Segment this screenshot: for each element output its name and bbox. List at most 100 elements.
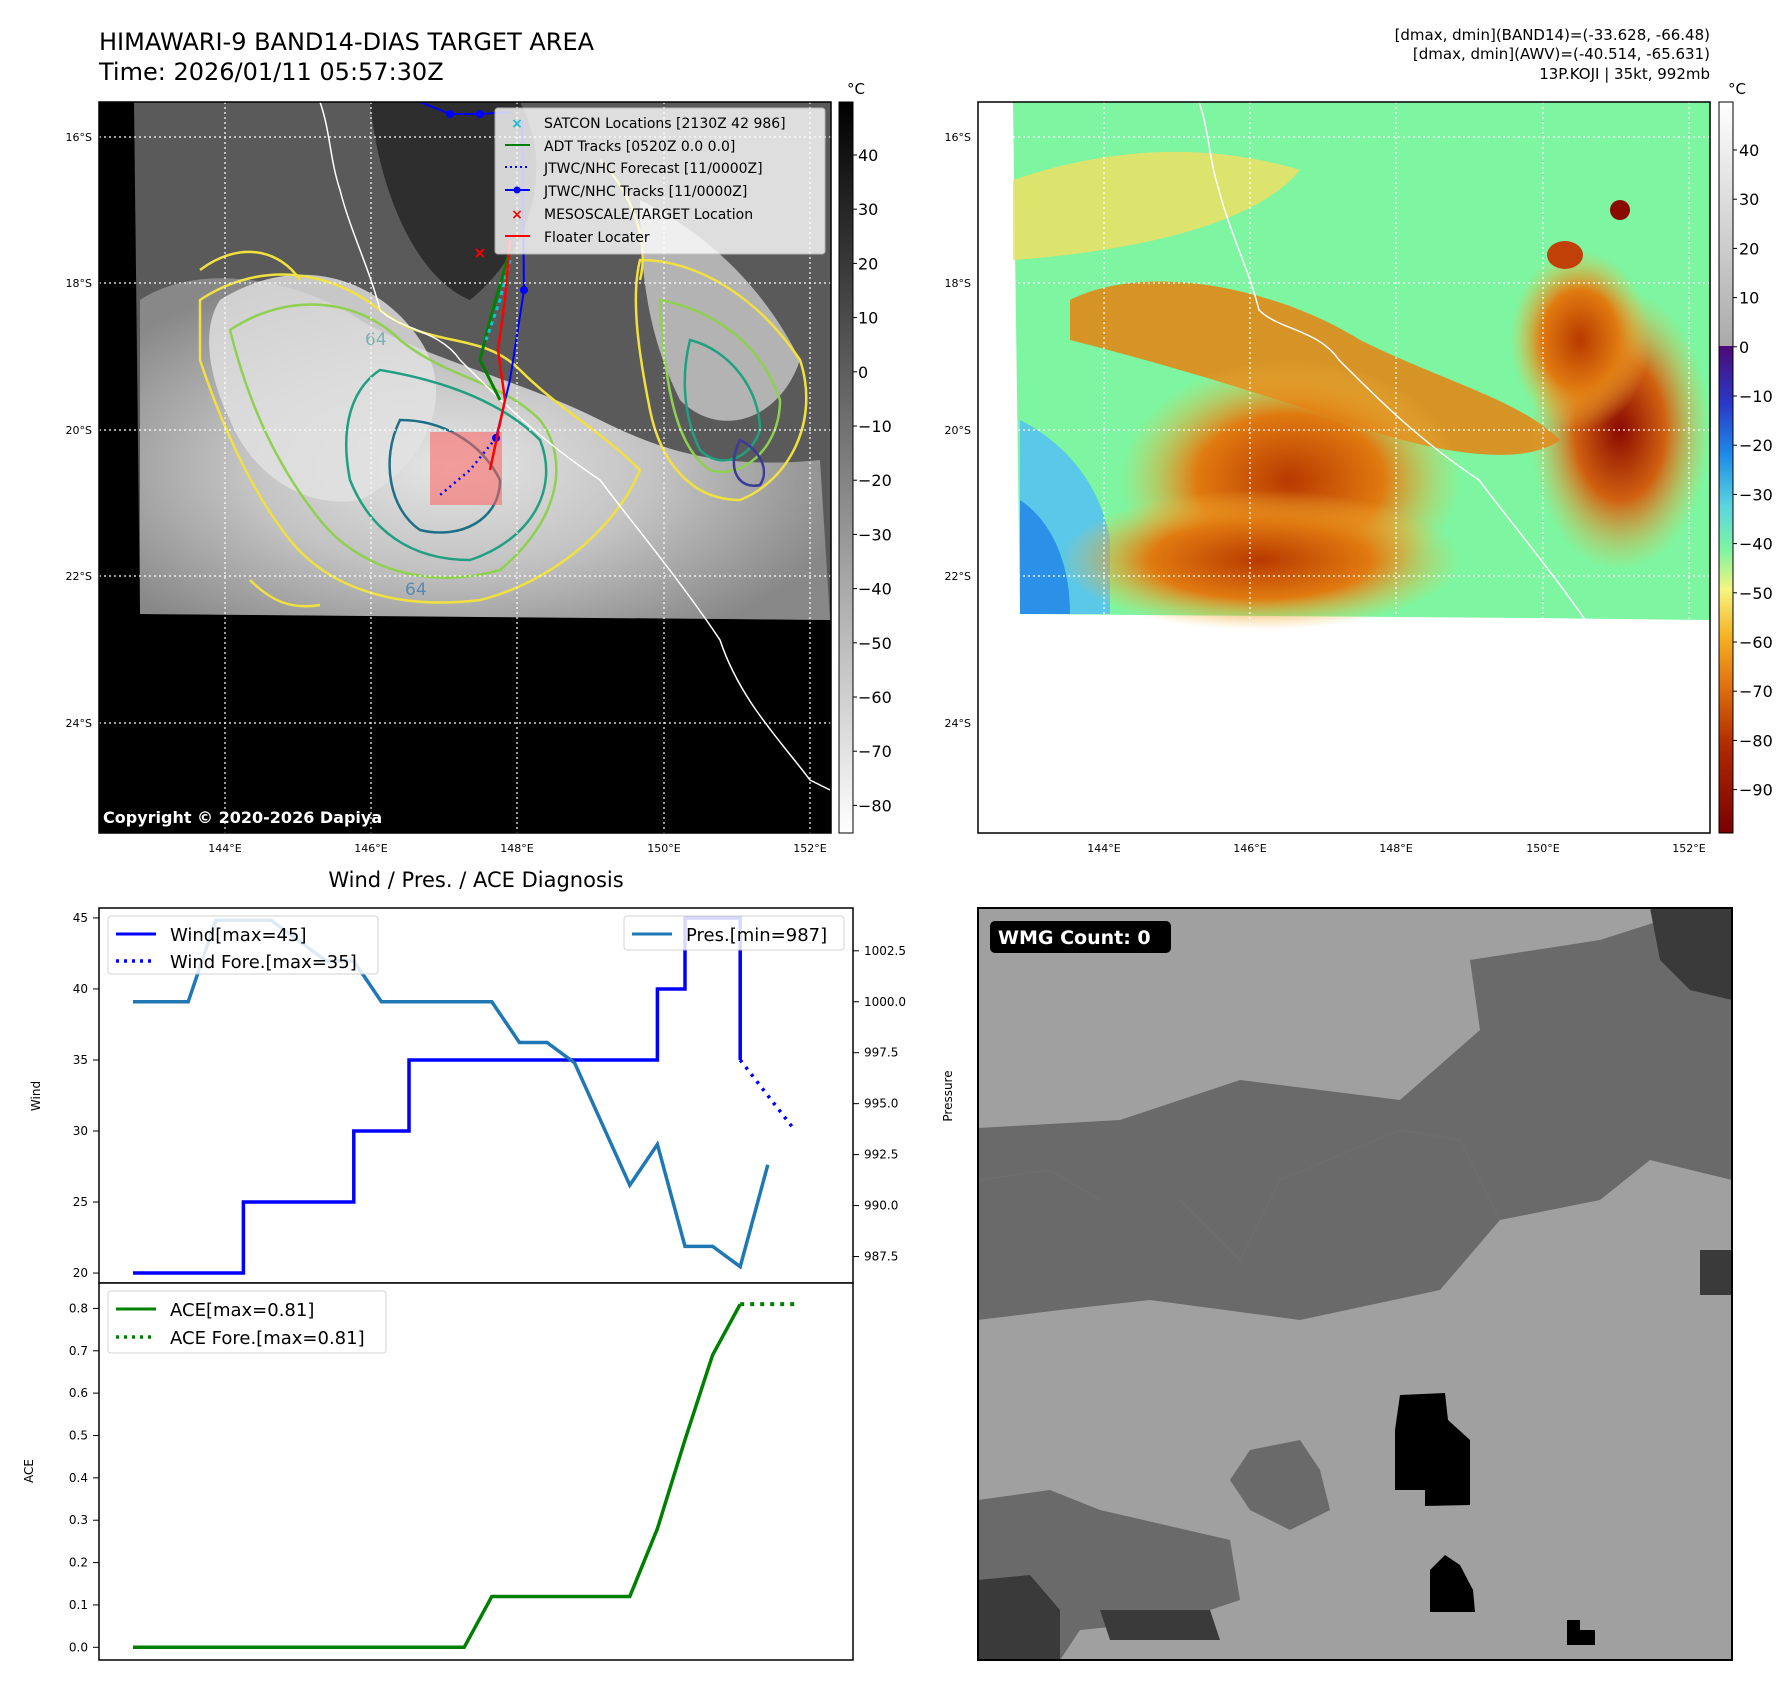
legend-satcon: SATCON Locations [2130Z 42 986] — [544, 116, 786, 132]
colorbar-tick-label: −20 — [1739, 436, 1773, 455]
lon-label: 152°E — [1672, 842, 1705, 855]
colorbar-tick-label: −10 — [1739, 387, 1773, 406]
colorbar-tick-label: −40 — [858, 580, 892, 599]
ace-tick-label: 0.6 — [69, 1386, 88, 1400]
ace-axis-label: ACE — [22, 1459, 36, 1483]
colorbar-tick-label: 30 — [858, 200, 878, 219]
pressure-tick-label: 987.5 — [864, 1250, 898, 1264]
wind-tick-label: 45 — [73, 911, 88, 925]
wind-line — [133, 916, 742, 1275]
pressure-tick-label: 997.5 — [864, 1046, 898, 1060]
contour-label: 64 — [365, 330, 387, 350]
map-legend: × SATCON Locations [2130Z 42 986] ADT Tr… — [494, 107, 826, 255]
legend-ace-forecast: ACE Fore.[max=0.81] — [170, 1328, 365, 1349]
colorbar-tick-label: 20 — [1739, 239, 1759, 258]
wind-pressure-chart: 20 25 30 35 40 45 987.5 990.0 992.5 995.0 997.5 10… — [29, 907, 955, 1284]
colorbar-tick-label: −40 — [1739, 535, 1773, 554]
legend-ace: ACE[max=0.81] — [170, 1300, 314, 1321]
lon-label: 150°E — [1526, 842, 1559, 855]
colorbar-unit: °C — [847, 80, 865, 98]
wind-tick-label: 20 — [73, 1266, 88, 1280]
lat-label: 22°S — [66, 570, 92, 583]
lon-label: 150°E — [647, 842, 680, 855]
pressure-legend: Pres.[min=987] — [623, 915, 845, 951]
ace-tick-label: 0.7 — [69, 1344, 88, 1358]
wind-tick-label: 30 — [73, 1124, 88, 1138]
target-location-marker: × — [473, 243, 486, 262]
ace-tick-label: 0.5 — [69, 1428, 88, 1442]
colorbar-tick-label: −30 — [858, 525, 892, 544]
ace-tick-label: 0.1 — [69, 1598, 88, 1612]
ace-tick-label: 0.0 — [69, 1640, 88, 1654]
lat-label: 18°S — [66, 277, 92, 290]
colorbar-tick-label: −90 — [1739, 781, 1773, 800]
info-storm: 13P.KOJI | 35kt, 992mb — [1539, 65, 1710, 83]
lat-label: 24°S — [945, 717, 971, 730]
lon-label: 144°E — [208, 842, 241, 855]
colorbar-tick-label: −70 — [1739, 682, 1773, 701]
colorbar-tick-label: −70 — [858, 742, 892, 761]
ir-gray-map: × 64 64 × SATCON Locations [2130Z 42 986… — [98, 101, 832, 834]
ace-tick-label: 0.3 — [69, 1513, 88, 1527]
colorbar-tick-label: 10 — [1739, 289, 1759, 308]
legend-adt: ADT Tracks [0520Z 0.0 0.0] — [544, 139, 735, 155]
ir-color-map — [977, 101, 1711, 834]
legend-wind-forecast: Wind Fore.[max=35] — [170, 952, 357, 973]
pressure-tick-label: 1000.0 — [864, 995, 906, 1009]
colorbar-tick-label: −80 — [858, 796, 892, 815]
ace-chart: 0.0 0.1 0.2 0.3 0.4 0.5 0.6 0.7 0.8 ACE ACE[max=… — [22, 1282, 854, 1661]
lon-label: 144°E — [1087, 842, 1120, 855]
legend-wind: Wind[max=45] — [170, 925, 307, 946]
colorbar-tick-label: −50 — [1739, 584, 1773, 603]
legend-target: MESOSCALE/TARGET Location — [544, 207, 753, 223]
info-band14: [dmax, dmin](BAND14)=(-33.628, -66.48) — [1395, 26, 1710, 44]
pressure-tick-label: 992.5 — [864, 1148, 898, 1162]
colorbar-tick-label: −20 — [858, 471, 892, 490]
wind-axis-label: Wind — [29, 1081, 43, 1111]
lat-label: 16°S — [945, 131, 971, 144]
colorbar-unit: °C — [1728, 80, 1746, 98]
legend-jtwc-forecast: JTWC/NHC Forecast [11/0000Z] — [543, 161, 763, 177]
lat-label: 16°S — [66, 131, 92, 144]
ace-line — [133, 1303, 742, 1650]
diagnosis-title: Wind / Pres. / ACE Diagnosis — [328, 868, 623, 892]
colorbar-tick-label: −60 — [858, 688, 892, 707]
lat-label: 24°S — [66, 717, 92, 730]
colorbar-tick-label: 10 — [858, 309, 878, 328]
wind-tick-label: 25 — [73, 1195, 88, 1209]
colorbar-tick-label: 20 — [858, 254, 878, 273]
lat-label: 18°S — [945, 277, 971, 290]
colorbar-tick-label: 40 — [1739, 141, 1759, 160]
pressure-tick-label: 995.0 — [864, 1097, 898, 1111]
colorbar-tick-label: −10 — [858, 417, 892, 436]
wind-forecast-line — [738, 1058, 797, 1133]
gray-colorbar: °C 40 30 20 10 0 −10 −20 −30 −40 −50 −60 −70 −80 — [838, 80, 892, 834]
pressure-axis-label: Pressure — [941, 1070, 955, 1121]
wind-tick-label: 35 — [73, 1053, 88, 1067]
colorbar-tick-label: 40 — [858, 146, 878, 165]
colorbar-tick-label: −60 — [1739, 633, 1773, 652]
pressure-tick-label: 990.0 — [864, 1199, 898, 1213]
copyright-text: Copyright © 2020-2026 Dapiya — [103, 808, 382, 827]
colorbar-tick-label: −50 — [858, 634, 892, 653]
wmg-count: WMG Count: 0 — [998, 927, 1151, 949]
figure-title: HIMAWARI-9 BAND14-DIAS TARGET AREA — [99, 28, 595, 56]
figure-time: Time: 2026/01/11 05:57:30Z — [98, 58, 444, 86]
pressure-tick-label: 1002.5 — [864, 944, 906, 958]
ace-tick-label: 0.2 — [69, 1556, 88, 1570]
ace-legend: ACE[max=0.81] ACE Fore.[max=0.81] — [107, 1290, 387, 1354]
colorbar-tick-label: 0 — [858, 363, 868, 382]
lon-label: 146°E — [1233, 842, 1266, 855]
colorbar-tick-label: −30 — [1739, 485, 1773, 504]
lon-label: 152°E — [793, 842, 826, 855]
lon-label: 148°E — [1379, 842, 1412, 855]
wmg-panel: WMG Count: 0 — [977, 907, 1733, 1661]
lat-label: 20°S — [66, 424, 92, 437]
lon-label: 148°E — [500, 842, 533, 855]
lon-label: 146°E — [354, 842, 387, 855]
info-awv: [dmax, dmin](AWV)=(-40.514, -65.631) — [1413, 45, 1710, 63]
lat-label: 20°S — [945, 424, 971, 437]
contour-label: 64 — [405, 580, 427, 600]
lat-label: 22°S — [945, 570, 971, 583]
